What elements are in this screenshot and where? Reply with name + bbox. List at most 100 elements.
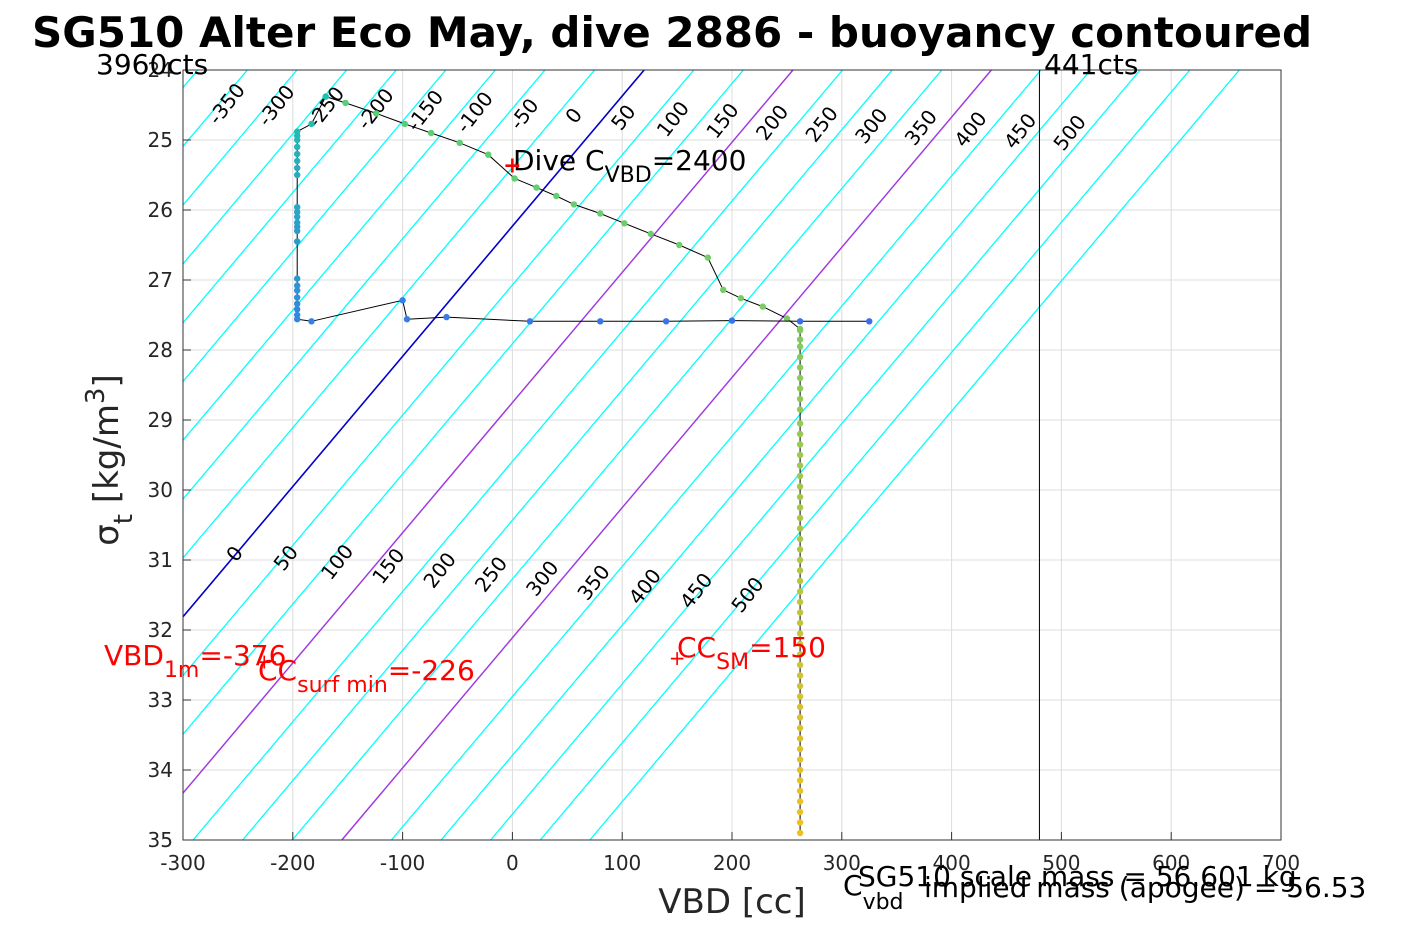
descent-point [796,504,804,511]
climb-point [399,297,406,304]
cvbd-sub: vbd [863,890,904,915]
descent-point [796,395,804,403]
climb-point [293,204,301,211]
y-tick-label: 28 [148,338,173,362]
descent-point [796,777,804,784]
descent-point [796,525,804,532]
descent-point [796,808,804,816]
y-tick-label: 31 [148,548,173,572]
climb-point [293,143,301,151]
descent-point [796,745,804,753]
descent-point [796,651,804,658]
descent-point [796,756,804,763]
climb-point [293,171,301,179]
y-tick-label: 33 [148,688,173,712]
descent-point [373,110,380,117]
descent-point [553,192,560,200]
descent-point [796,672,804,679]
dive-c-main: Dive C [513,144,605,177]
top-right-label: 441cts [1044,48,1138,81]
descent-point [796,787,804,795]
descent-point [796,798,804,805]
y-tick-label: 34 [148,758,173,782]
x-tick-label: 0 [506,851,519,875]
y-label-close: ] [87,374,127,387]
top-left-label: 3960cts [96,48,208,81]
scale-mass-label: SG510 scale mass = 56.601 kg [858,860,1297,893]
climb-point [293,208,301,216]
climb-point [866,318,873,325]
climb-point [728,317,736,324]
descent-point [796,661,804,669]
contour-line [242,70,893,840]
descent-point [796,598,804,606]
climb-point [293,275,301,282]
cc-limit-line [341,70,992,840]
climb-point [293,287,301,294]
descent-point [796,441,804,448]
descent-point [676,241,683,249]
axis-ticks: -300 -200 -100 0 100 200 300 400 500 600 700 24 25 26… [148,58,1301,875]
vbd1m-main: VBD [104,639,164,672]
climb-point [293,311,301,319]
descent-point [796,619,804,627]
ccsm-sub: SM [716,650,749,675]
y-label-sub: t [109,514,139,524]
descent-point [342,99,349,107]
descent-point [597,210,604,217]
contour-line [0,70,49,840]
climb-point [293,282,301,289]
x-tick-label: 600 [1152,851,1190,875]
buoyancy-contours [0,70,1240,840]
climb-point [662,318,670,325]
contour-line [183,70,496,442]
contour-line [183,70,695,677]
contour-line [589,70,1240,840]
descent-point [796,514,804,522]
x-tick-label: 400 [933,851,971,875]
contour-line [440,70,1092,840]
contour-line [0,70,99,840]
contour-line [183,70,645,618]
y-tick-label: 30 [148,478,173,502]
climb-point [403,316,411,323]
descent-point [796,819,804,826]
ccsm-main: CC [677,631,716,664]
descent-point [427,129,435,137]
climb-point [308,318,315,325]
descent-point [796,364,804,371]
descent-point [796,493,804,501]
descent-line [325,96,801,833]
descent-point [796,546,804,553]
x-tick-label: 500 [1042,851,1080,875]
climb-point [293,238,301,245]
descent-point [796,735,804,742]
x-tick-label: -100 [380,851,425,875]
descent-point [796,609,804,616]
descent-point [796,462,804,469]
ccsurf-sub: surf min [297,673,388,698]
x-tick-label: -300 [160,851,205,875]
descent-point [796,406,804,413]
cc-surf-min-marker: + [256,650,273,674]
climb-point [293,213,301,221]
contour-line [291,70,943,840]
contour-line [192,70,844,840]
ccsurf-main: CC [258,654,297,687]
descent-point [796,714,804,721]
dive-c-marker: + [503,154,521,179]
ccsurf-value: =-226 [388,654,475,687]
descent-point [796,724,804,732]
descent-point [570,201,578,208]
y-tick-label: 26 [148,198,173,222]
contour-line [539,70,1191,840]
climb-point [322,93,329,100]
dive-tracks [293,93,873,837]
y-tick-label: 24 [148,58,173,82]
descent-point [533,184,540,191]
ccsm-value: =150 [749,631,826,664]
descent-point [511,175,518,182]
contour-line [183,70,348,265]
climb-point [293,219,301,226]
